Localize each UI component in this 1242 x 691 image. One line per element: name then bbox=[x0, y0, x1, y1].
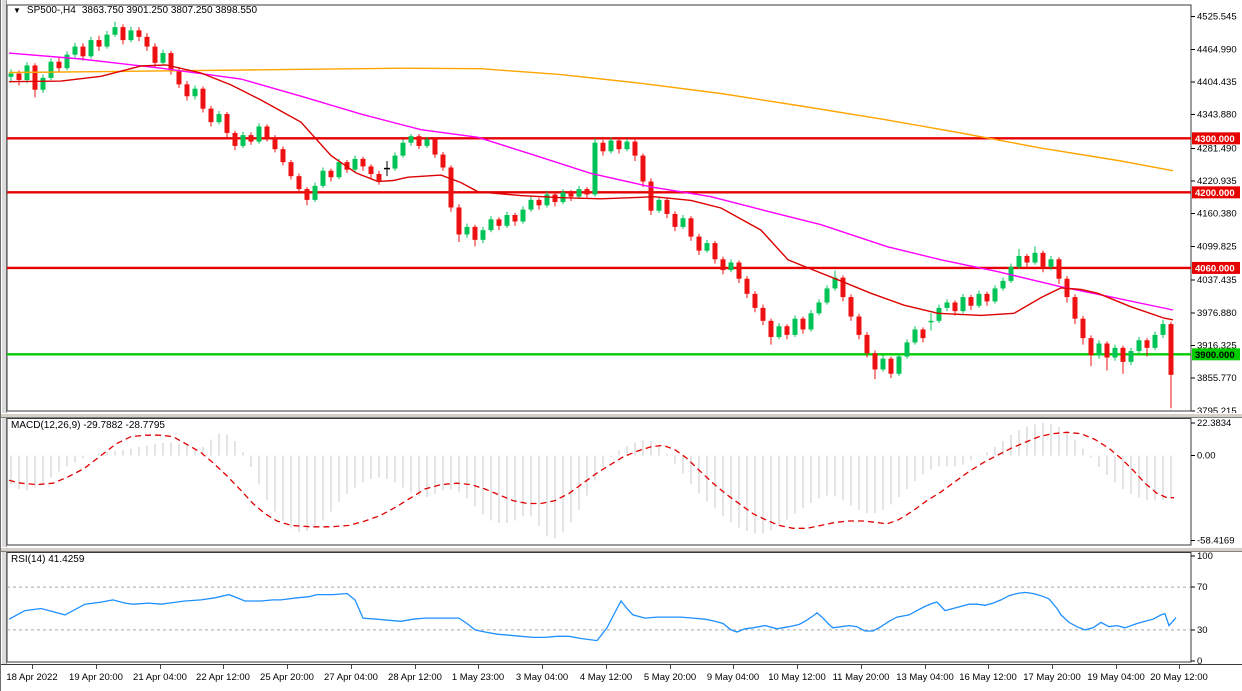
chart-title[interactable]: ▼ SP500-,H4 3863.750 3901.250 3807.250 3… bbox=[13, 5, 257, 16]
svg-text:4300.000: 4300.000 bbox=[1195, 134, 1235, 145]
level-badge bbox=[1192, 132, 1240, 145]
time-label: 5 May 20:00 bbox=[643, 672, 697, 683]
time-tick bbox=[797, 665, 798, 669]
time-tick bbox=[287, 665, 288, 669]
time-tick bbox=[988, 665, 989, 669]
time-tick bbox=[415, 665, 416, 669]
symbol-period-label: SP500-,H4 bbox=[26, 5, 76, 16]
level-badge bbox=[1192, 186, 1240, 199]
rsi-line bbox=[8, 591, 1177, 642]
time-tick bbox=[1179, 665, 1180, 669]
time-tick bbox=[223, 665, 224, 669]
svg-text:0.00: 0.00 bbox=[1197, 451, 1216, 462]
time-label: 9 May 04:00 bbox=[706, 672, 760, 683]
svg-text:3855.770: 3855.770 bbox=[1197, 373, 1237, 384]
time-label: 20 May 12:00 bbox=[1150, 672, 1208, 683]
time-tick bbox=[1052, 665, 1053, 669]
time-tick bbox=[32, 665, 33, 669]
time-label: 19 Apr 20:00 bbox=[69, 672, 123, 683]
svg-text:3976.880: 3976.880 bbox=[1197, 308, 1237, 319]
macd-histogram bbox=[10, 423, 1172, 539]
time-label: 19 May 04:00 bbox=[1087, 672, 1145, 683]
time-label: 17 May 20:00 bbox=[1023, 672, 1081, 683]
svg-text:3795.215: 3795.215 bbox=[1197, 406, 1237, 413]
svg-text:4220.935: 4220.935 bbox=[1197, 176, 1237, 187]
svg-text:4099.825: 4099.825 bbox=[1197, 241, 1237, 252]
time-tick bbox=[1116, 665, 1117, 669]
svg-text:4037.435: 4037.435 bbox=[1197, 275, 1237, 286]
price-chart-canvas[interactable]: 4525.545 4464.990 4404.435 4343.880 4281.490… bbox=[1, 0, 1242, 413]
time-label: 11 May 20:00 bbox=[832, 672, 890, 683]
svg-text:4281.490: 4281.490 bbox=[1197, 143, 1237, 154]
time-tick bbox=[96, 665, 97, 669]
time-label: 22 Apr 12:00 bbox=[196, 672, 250, 683]
svg-text:4200.000: 4200.000 bbox=[1195, 188, 1235, 199]
svg-text:-58.4169: -58.4169 bbox=[1197, 536, 1235, 547]
macd-signal-line bbox=[8, 431, 1174, 529]
time-label: 21 Apr 04:00 bbox=[133, 672, 187, 683]
panel-splitter-macd[interactable] bbox=[1, 413, 1242, 418]
candlestick-series bbox=[8, 21, 1174, 409]
svg-text:22.3834: 22.3834 bbox=[1197, 418, 1231, 429]
time-label: 18 Apr 2022 bbox=[6, 672, 58, 683]
time-label: 16 May 12:00 bbox=[959, 672, 1017, 683]
time-label: 3 May 04:00 bbox=[515, 672, 569, 683]
svg-text:70: 70 bbox=[1197, 582, 1208, 593]
svg-text:4060.000: 4060.000 bbox=[1195, 263, 1235, 274]
ohlc-values: 3863.750 3901.250 3807.250 3898.550 bbox=[81, 5, 258, 16]
fast-ma-red bbox=[8, 64, 1174, 321]
svg-text:30: 30 bbox=[1197, 625, 1208, 636]
svg-text:4525.545: 4525.545 bbox=[1197, 12, 1237, 23]
rsi-panel-canvas[interactable]: 100 70 30 0 bbox=[1, 552, 1242, 664]
level-badge bbox=[1192, 348, 1240, 361]
time-tick bbox=[606, 665, 607, 669]
time-label: 1 May 23:00 bbox=[451, 672, 505, 683]
panel-splitter-rsi[interactable] bbox=[1, 547, 1242, 552]
time-tick bbox=[351, 665, 352, 669]
macd-panel-canvas[interactable]: 22.3834 0.00 -58.4169 bbox=[1, 418, 1242, 547]
macd-label: MACD(12,26,9) -29.7882 -28.7795 bbox=[11, 420, 165, 431]
symbol-dropdown-icon[interactable]: ▼ bbox=[13, 5, 21, 15]
time-tick bbox=[733, 665, 734, 669]
slow-ma-orange bbox=[8, 67, 1174, 172]
time-tick bbox=[925, 665, 926, 669]
time-axis[interactable]: 18 Apr 2022 19 Apr 20:00 21 Apr 04:00 22 Ap… bbox=[1, 664, 1242, 691]
time-label: 25 Apr 20:00 bbox=[260, 672, 314, 683]
time-label: 28 Apr 12:00 bbox=[388, 672, 442, 683]
time-tick bbox=[160, 665, 161, 669]
svg-text:3900.000: 3900.000 bbox=[1195, 350, 1235, 361]
time-tick bbox=[478, 665, 479, 669]
svg-text:4160.380: 4160.380 bbox=[1197, 209, 1237, 220]
time-label: 4 May 12:00 bbox=[579, 672, 633, 683]
time-label: 27 Apr 04:00 bbox=[324, 672, 378, 683]
time-label: 10 May 12:00 bbox=[768, 672, 826, 683]
level-badge bbox=[1192, 261, 1240, 274]
mid-ma-magenta bbox=[8, 52, 1174, 311]
svg-text:100: 100 bbox=[1197, 552, 1213, 562]
svg-text:0: 0 bbox=[1197, 656, 1202, 664]
time-tick bbox=[542, 665, 543, 669]
time-label: 13 May 04:00 bbox=[896, 672, 954, 683]
svg-text:4464.990: 4464.990 bbox=[1197, 44, 1237, 55]
svg-text:4404.435: 4404.435 bbox=[1197, 77, 1237, 88]
time-tick bbox=[670, 665, 671, 669]
time-tick bbox=[861, 665, 862, 669]
svg-text:4343.880: 4343.880 bbox=[1197, 110, 1237, 121]
svg-text:3916.325: 3916.325 bbox=[1197, 340, 1237, 351]
rsi-label: RSI(14) 41.4259 bbox=[11, 554, 85, 565]
